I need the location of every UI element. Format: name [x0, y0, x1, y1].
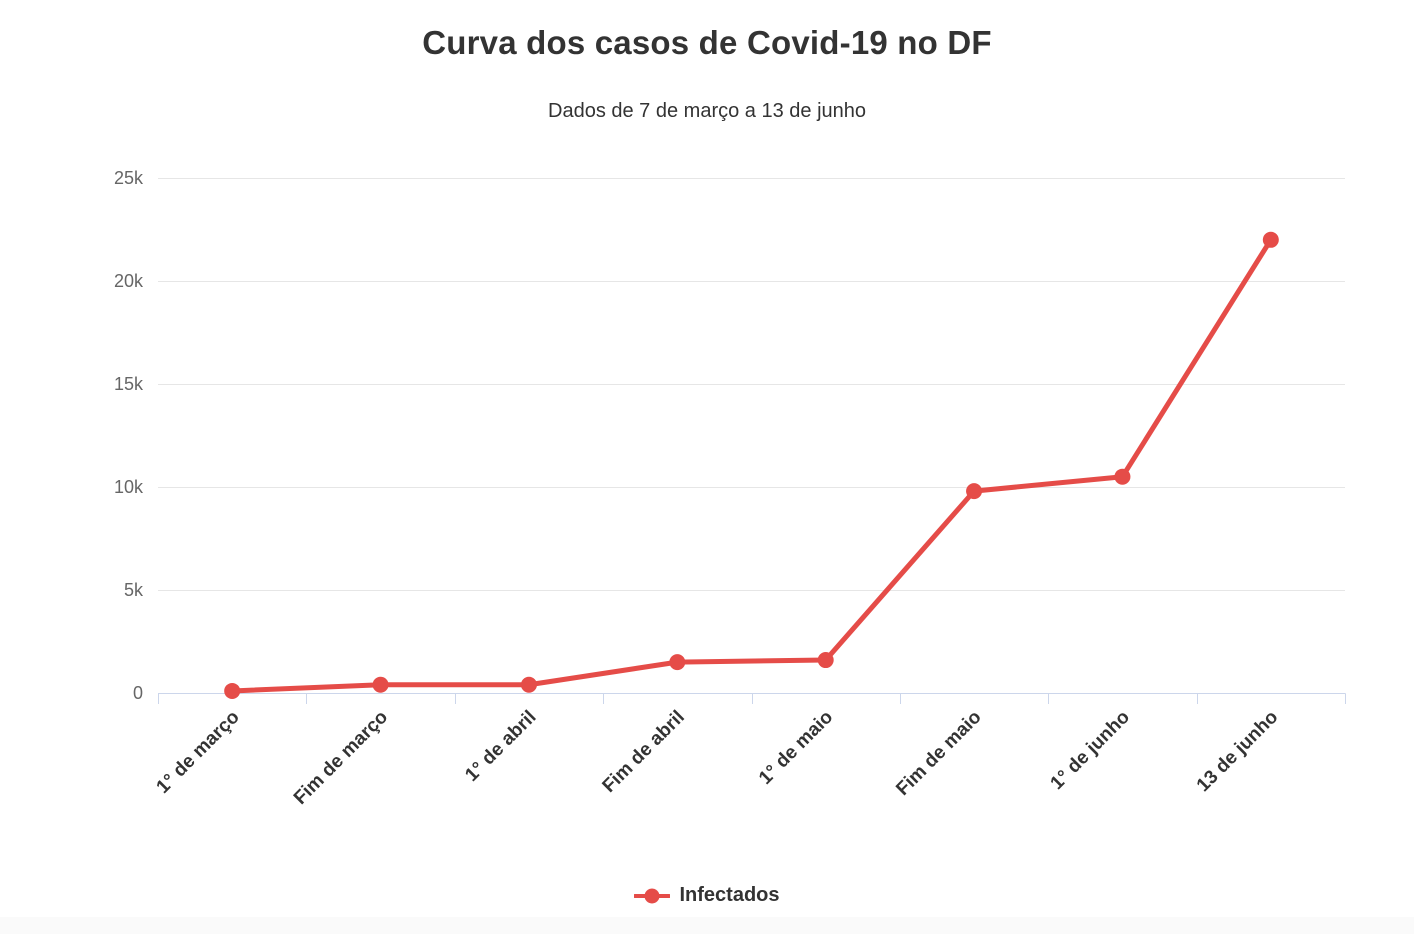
- x-axis-label: 1° de maio: [755, 707, 837, 789]
- y-axis-label: 0: [133, 683, 143, 703]
- series-marker-icon: [634, 888, 671, 903]
- y-axis-label: 20k: [114, 271, 144, 291]
- x-axis-label: Fim de março: [290, 707, 392, 809]
- x-axis-label: 1° de junho: [1047, 707, 1134, 794]
- legend: Infectados: [0, 884, 1414, 907]
- chart-subtitle: Dados de 7 de março a 13 de junho: [548, 100, 866, 122]
- y-axis-label: 15k: [114, 374, 144, 394]
- chart-title: Curva dos casos de Covid-19 no DF: [422, 24, 992, 61]
- data-point[interactable]: [372, 676, 389, 693]
- x-axis-label: 1° de abril: [461, 707, 540, 786]
- data-point[interactable]: [817, 652, 834, 669]
- y-axis-label: 25k: [114, 168, 144, 188]
- x-axis-label: 13 de junho: [1193, 707, 1283, 797]
- data-point[interactable]: [1262, 231, 1279, 248]
- series-line-infectados: [229, 237, 1274, 694]
- data-point[interactable]: [966, 483, 983, 500]
- legend-item-infectados[interactable]: Infectados: [634, 884, 780, 907]
- data-point[interactable]: [224, 682, 241, 699]
- data-point[interactable]: [520, 676, 537, 693]
- x-axis-label: Fim de abril: [599, 707, 689, 797]
- data-point[interactable]: [1114, 468, 1131, 485]
- y-axis-label: 10k: [114, 477, 144, 497]
- data-point[interactable]: [669, 654, 686, 671]
- y-axis-label: 5k: [124, 580, 144, 600]
- bottom-strip: [0, 917, 1414, 934]
- legend-label: Infectados: [679, 884, 780, 906]
- x-axis-label: 1° de março: [153, 707, 244, 798]
- x-axis-label: Fim de maio: [892, 707, 985, 800]
